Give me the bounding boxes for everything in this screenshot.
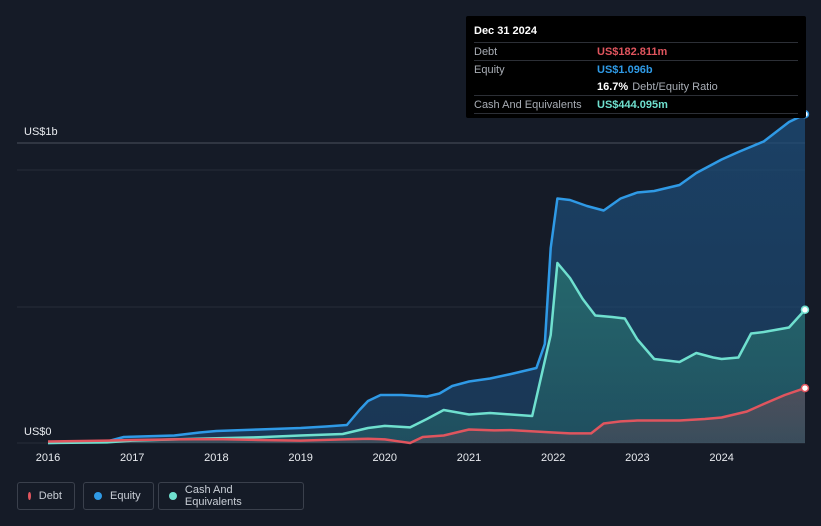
area-cash-and-equivalents — [48, 263, 805, 443]
legend-debt-label: Debt — [38, 490, 62, 502]
area-debt — [48, 388, 805, 443]
x-tick-label: 2018 — [204, 452, 228, 464]
chart-lines — [47, 113, 806, 445]
chart-areas — [48, 114, 805, 443]
tooltip-row-debt: Debt US$182.811m — [474, 42, 798, 60]
legend-debt[interactable]: Debt — [17, 482, 75, 510]
x-tick-label: 2020 — [373, 452, 397, 464]
line-debt — [47, 386, 806, 445]
x-axis-labels: 2016 2017 2018 2019 2020 2021 2022 2023 2024 — [36, 452, 734, 464]
tooltip-equity-label: Equity — [474, 63, 505, 76]
y-label-bottom: US$0 — [24, 426, 52, 438]
tooltip-row-ratio: 16.7% Debt/Equity Ratio — [474, 78, 798, 95]
legend-cash[interactable]: Cash And Equivalents — [158, 482, 304, 510]
legend-equity-label: Equity — [110, 490, 141, 502]
line-cash-and-equivalents — [47, 261, 806, 445]
debt-dot-icon — [28, 492, 31, 500]
tooltip-ratio-value: 16.7% — [597, 80, 629, 93]
tooltip-debt-value: US$182.811m — [597, 45, 668, 58]
end-marker-debt — [800, 383, 810, 393]
y-axis-labels: US$1b US$0 — [24, 126, 58, 438]
line-equity — [47, 113, 806, 445]
equity-dot-icon — [94, 492, 102, 500]
x-tick-label: 2024 — [709, 452, 733, 464]
x-tick-label: 2021 — [457, 452, 481, 464]
tooltip-row-equity: Equity US$1.096b — [474, 60, 798, 78]
tooltip-cash-label: Cash And Equivalents — [474, 98, 582, 111]
x-tick-label: 2017 — [120, 452, 144, 464]
legend-cash-label: Cash And Equivalents — [184, 484, 242, 508]
tooltip-ratio-label: Debt/Equity Ratio — [632, 80, 718, 93]
y-label-top: US$1b — [24, 126, 58, 138]
tooltip-equity-value: US$1.096b — [597, 63, 653, 76]
x-tick-label: 2023 — [625, 452, 649, 464]
end-marker-cash-and-equivalents — [800, 305, 810, 315]
tooltip-debt-label: Debt — [474, 45, 498, 58]
tooltip-row-cash: Cash And Equivalents US$444.095m — [474, 95, 798, 114]
x-tick-label: 2016 — [36, 452, 60, 464]
legend-equity[interactable]: Equity — [83, 482, 154, 510]
x-tick-label: 2022 — [541, 452, 565, 464]
cash-dot-icon — [169, 492, 177, 500]
x-tick-label: 2019 — [288, 452, 312, 464]
tooltip-date: Dec 31 2024 — [474, 25, 537, 37]
data-tooltip: Dec 31 2024 Debt US$182.811m Equity US$1… — [466, 16, 806, 118]
tooltip-cash-value: US$444.095m — [597, 98, 668, 111]
